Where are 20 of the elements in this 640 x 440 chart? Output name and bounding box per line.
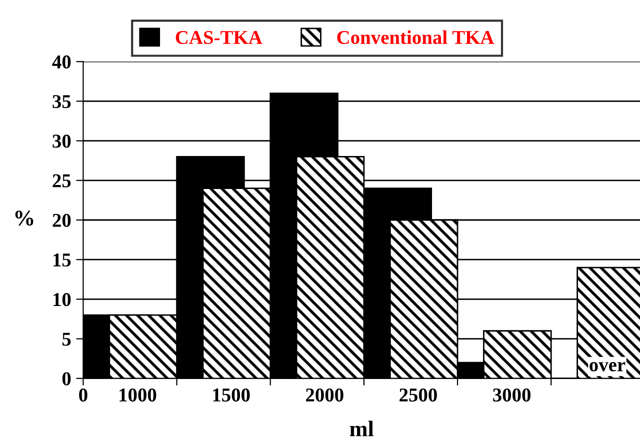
y-tick-label: 20 (52, 214, 71, 227)
y-tick-label: 40 (52, 55, 71, 69)
x-tick-label: 2000 (306, 388, 344, 402)
y-tick-label: 10 (54, 293, 71, 306)
x-tick-label: 3000 (493, 388, 530, 402)
y-tick-label: 25 (52, 174, 71, 188)
y-axis-title: % (15, 210, 34, 226)
legend-label: Conventional TKA (337, 30, 494, 44)
y-tick-label: 30 (52, 134, 71, 148)
y-tick-label: 0 (62, 372, 71, 386)
y-tick-label: 35 (52, 95, 71, 108)
y-tick-label: 15 (54, 254, 71, 267)
x-tick-label: 1500 (213, 388, 250, 402)
legend-label: CAS-TKA (176, 30, 262, 44)
y-tick-label: 5 (62, 332, 71, 346)
x-axis-title: ml (350, 420, 374, 436)
x-tick-label: over (590, 362, 626, 372)
x-tick-label: 2500 (400, 388, 437, 402)
x-tick-label: 1000 (120, 388, 156, 402)
text: 0 (79, 388, 88, 402)
